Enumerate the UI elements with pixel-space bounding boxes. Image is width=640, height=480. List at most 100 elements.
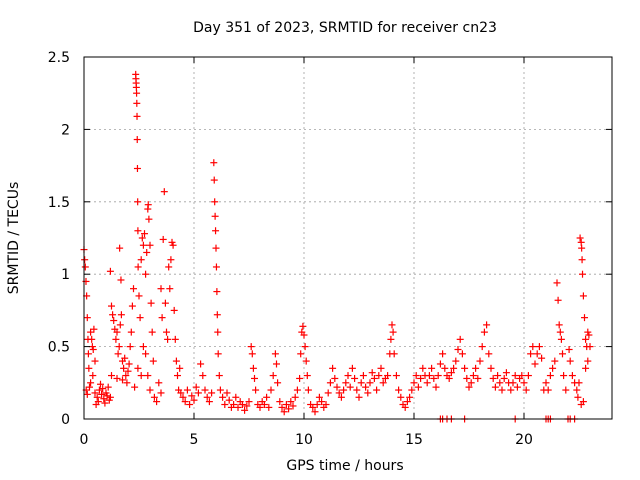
y-axis-label: SRMTID / TECUs	[6, 182, 22, 295]
data-point	[241, 406, 249, 414]
data-point	[348, 364, 356, 372]
x-tick-label: 10	[295, 432, 313, 448]
data-point	[282, 401, 290, 409]
data-point	[166, 285, 174, 293]
data-point	[311, 408, 319, 416]
y-tick-label: 0	[61, 412, 70, 428]
data-point	[177, 389, 185, 397]
x-tick-labels: 0 5 10 15 20	[80, 432, 533, 448]
data-point	[114, 350, 122, 358]
data-point	[126, 343, 134, 351]
data-point	[133, 136, 141, 144]
data-point	[373, 386, 381, 394]
data-point	[157, 285, 165, 293]
data-point	[555, 321, 563, 329]
data-point	[93, 393, 101, 401]
data-point	[199, 372, 207, 380]
data-point	[133, 89, 141, 97]
data-point	[212, 244, 220, 252]
data-point	[133, 99, 141, 107]
data-point	[116, 321, 124, 329]
data-point	[553, 279, 561, 287]
data-point	[414, 383, 422, 391]
data-point	[116, 244, 124, 252]
data-point	[105, 396, 113, 404]
data-point	[186, 401, 194, 409]
data-point	[197, 360, 205, 368]
data-point	[315, 393, 323, 401]
data-point	[263, 393, 271, 401]
data-point	[134, 263, 142, 271]
data-point	[201, 386, 209, 394]
data-point	[109, 311, 117, 319]
data-point	[144, 372, 152, 380]
data-point	[194, 389, 202, 397]
data-point	[511, 372, 519, 380]
data-point	[487, 364, 495, 372]
x-axis-label: GPS time / hours	[286, 458, 403, 474]
data-point	[190, 396, 198, 404]
data-point	[143, 248, 151, 256]
data-point	[357, 379, 365, 387]
data-point	[141, 230, 148, 238]
data-point	[364, 389, 372, 397]
data-point	[167, 256, 175, 264]
data-point	[584, 357, 592, 365]
data-point	[127, 328, 135, 336]
data-point	[542, 379, 550, 387]
data-point	[123, 379, 131, 387]
data-point	[406, 393, 414, 401]
data-point	[108, 302, 115, 310]
data-point	[293, 386, 301, 394]
data-point	[213, 288, 221, 296]
data-point	[353, 386, 361, 394]
data-point	[301, 343, 309, 351]
data-point	[121, 354, 129, 362]
data-point	[155, 379, 163, 387]
data-point	[159, 235, 167, 243]
data-point	[157, 389, 165, 397]
data-point	[265, 403, 273, 411]
data-point	[300, 331, 308, 339]
data-point	[458, 350, 466, 358]
data-point	[176, 364, 184, 372]
data-point	[83, 390, 91, 398]
data-point	[538, 354, 546, 362]
data-point	[136, 314, 144, 322]
data-point	[95, 386, 103, 394]
data-point	[351, 374, 359, 382]
data-point	[578, 244, 586, 252]
data-point	[557, 335, 565, 343]
data-point	[313, 401, 321, 409]
data-point	[276, 398, 284, 406]
data-point	[425, 372, 433, 380]
data-point	[441, 364, 449, 372]
data-point	[142, 350, 150, 358]
data-point	[434, 372, 442, 380]
data-point	[478, 343, 486, 351]
data-point	[113, 374, 121, 382]
data-point	[147, 299, 155, 307]
data-point	[463, 374, 471, 382]
data-point	[469, 372, 477, 380]
data-point	[296, 374, 304, 382]
data-point	[91, 389, 99, 397]
data-point	[221, 401, 229, 409]
data-point	[89, 372, 97, 380]
data-point	[303, 372, 311, 380]
data-point	[324, 389, 332, 397]
data-point	[81, 256, 89, 264]
data-point	[112, 335, 120, 343]
data-point	[500, 374, 508, 382]
data-point	[390, 350, 398, 358]
y-tick-label: 2.5	[48, 50, 70, 66]
data-point	[529, 343, 537, 351]
data-point	[247, 343, 255, 351]
data-point	[216, 386, 224, 394]
data-point	[174, 372, 181, 380]
data-point	[205, 398, 213, 406]
data-point	[84, 350, 92, 358]
data-point	[256, 403, 264, 411]
data-point	[133, 112, 141, 120]
